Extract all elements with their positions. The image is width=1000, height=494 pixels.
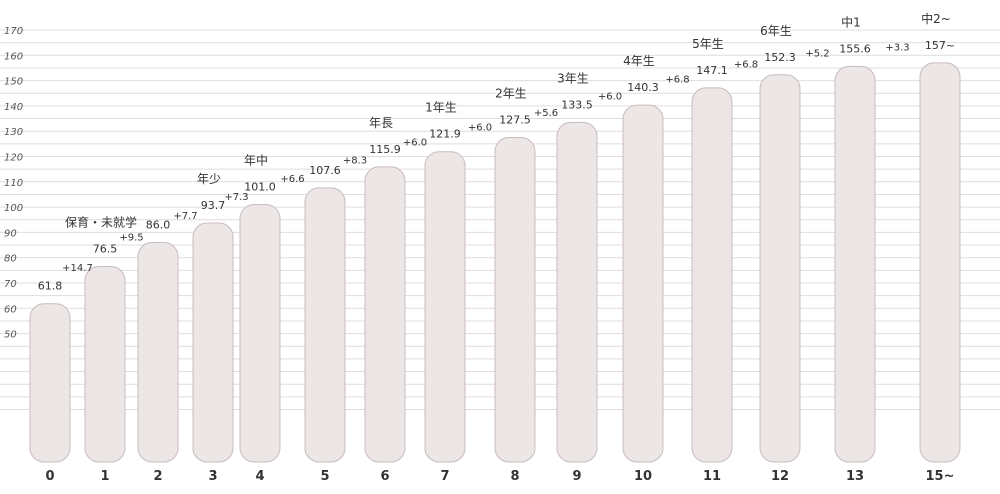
age-label: 4 (255, 469, 264, 484)
grade-label: 中2~ (921, 11, 951, 26)
increment-label: +6.8 (734, 59, 758, 70)
height-value-label: 93.7 (201, 199, 226, 212)
age-label: 7 (440, 469, 449, 484)
increment-label: +6.0 (598, 92, 622, 103)
height-value-label: 127.5 (499, 114, 531, 127)
height-bar (84, 266, 126, 463)
increment-label: +3.3 (885, 43, 909, 54)
grade-label: 1年生 (425, 101, 457, 115)
height-bar (239, 204, 281, 463)
increment-label: +14.7 (62, 263, 93, 274)
height-bar (494, 137, 536, 463)
y-tick-label: 140 (4, 102, 23, 113)
y-tick-label: 80 (4, 254, 17, 265)
increment-label: +9.5 (119, 233, 143, 244)
height-value-label: 121.9 (429, 128, 461, 141)
height-value-label: 157~ (925, 39, 955, 52)
y-tick-label: 150 (4, 77, 23, 88)
height-bar (919, 62, 961, 463)
age-label: 9 (572, 469, 581, 484)
age-label: 12 (771, 469, 789, 484)
grade-label: 年中 (244, 153, 268, 168)
y-tick-label: 110 (4, 178, 23, 189)
height-bar (834, 65, 876, 463)
age-label: 6 (380, 469, 389, 484)
increment-label: +5.2 (805, 49, 829, 60)
height-value-label: 61.8 (38, 280, 63, 293)
grade-label: 年長 (369, 116, 393, 130)
height-bar (759, 74, 801, 463)
increment-label: +6.0 (468, 123, 492, 134)
grade-label: 中1 (841, 14, 861, 29)
increment-label: +8.3 (343, 155, 367, 166)
height-value-label: 152.3 (764, 51, 796, 64)
grade-label: 6年生 (760, 24, 792, 38)
height-bar (556, 121, 598, 463)
grade-label: 年少 (197, 172, 221, 186)
y-tick-label: 70 (4, 279, 17, 290)
y-tick-label: 50 (4, 330, 17, 341)
y-tick-label: 130 (4, 127, 23, 138)
height-value-label: 115.9 (369, 143, 401, 156)
y-tick-label: 90 (4, 228, 17, 239)
grade-label: 5年生 (692, 37, 724, 51)
increment-label: +6.8 (665, 75, 689, 86)
height-value-label: 140.3 (627, 81, 659, 94)
increment-label: +7.3 (224, 192, 248, 203)
height-value-label: 155.6 (839, 42, 871, 55)
grade-label: 2年生 (495, 87, 527, 101)
height-value-label: 147.1 (696, 64, 728, 77)
increment-label: +7.7 (173, 211, 197, 222)
age-label: 2 (153, 469, 162, 484)
grade-label: 保育・未就学 (65, 215, 137, 230)
increment-label: +6.6 (280, 174, 304, 185)
height-value-label: 86.0 (146, 219, 171, 232)
age-label: 13 (846, 469, 864, 484)
age-label: 3 (208, 469, 217, 484)
age-label: 0 (45, 469, 54, 484)
height-bar (364, 166, 406, 463)
height-bar (304, 187, 346, 463)
age-label: 5 (320, 469, 329, 484)
increment-label: +6.0 (403, 137, 427, 148)
height-value-label: 133.5 (561, 98, 593, 111)
y-tick-label: 170 (4, 26, 23, 37)
y-tick-label: 120 (4, 153, 23, 164)
grade-label: 3年生 (557, 71, 589, 85)
age-label: 1 (100, 469, 109, 484)
y-tick-label: 100 (4, 203, 23, 214)
height-value-label: 76.5 (93, 243, 118, 256)
y-tick-label: 60 (4, 304, 17, 315)
age-label: 11 (703, 469, 721, 484)
height-bar (137, 242, 179, 463)
height-value-label: 101.0 (244, 181, 276, 194)
increment-label: +5.6 (534, 108, 558, 119)
y-tick-label: 160 (4, 51, 23, 62)
height-value-label: 107.6 (309, 164, 341, 177)
grade-label: 4年生 (623, 54, 655, 68)
height-bar (691, 87, 733, 463)
age-label: 8 (510, 469, 519, 484)
age-label: 10 (634, 469, 652, 484)
height-bar (29, 303, 71, 463)
height-bar (424, 151, 466, 463)
height-bar (192, 222, 234, 463)
age-label: 15~ (926, 469, 955, 484)
height-bar (622, 104, 664, 463)
